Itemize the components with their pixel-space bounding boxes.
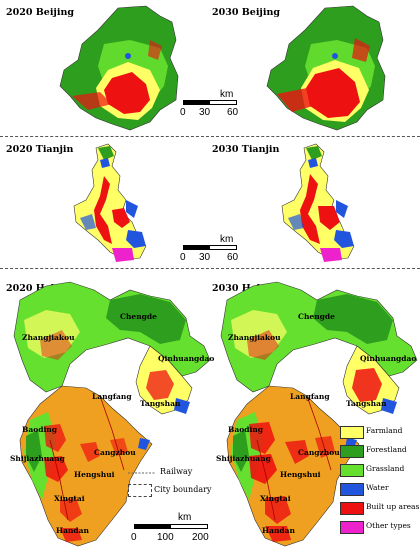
divider-beijing-tianjin — [0, 136, 420, 137]
city-label-shijiazhuang-2030: Shijiazhuang — [216, 454, 271, 463]
legend-label-water: Water — [366, 483, 389, 492]
hebei-scale-bar: km 0 100 200 — [130, 512, 220, 550]
hebei-scale-seg-2 — [170, 524, 208, 529]
panel-title-tianjin-2030: 2030 Tianjin — [212, 144, 280, 155]
legend: Farmland Forestland Grassland Water Buil… — [340, 424, 420, 544]
legend-swatch-other — [340, 521, 364, 534]
city-label-langfang-2030: Langfang — [290, 392, 330, 401]
city-label-langfang-2020: Langfang — [92, 392, 132, 401]
hebei-scale-tick-1: 100 — [157, 532, 174, 543]
legend-swatch-built-up — [340, 502, 364, 515]
tianjin-scale-tick-2: 60 — [227, 252, 239, 263]
beijing-scale-seg-1 — [183, 100, 209, 105]
city-label-baoding-2020: Baoding — [22, 425, 57, 434]
railway-key-label: Railway — [160, 467, 193, 476]
legend-label-other: Other types — [366, 521, 411, 530]
beijing-2030-map — [266, 5, 386, 131]
tianjin-2020-map — [73, 143, 147, 262]
city-label-chengde-2030: Chengde — [298, 312, 335, 321]
legend-swatch-farmland — [340, 426, 364, 439]
beijing-scale-tick-1: 30 — [199, 107, 211, 118]
tianjin-scale-seg-1 — [183, 245, 209, 250]
city-label-zhangjiakou-2030: Zhangjiakou — [228, 333, 281, 342]
beijing-scale-seg-2 — [209, 100, 237, 105]
tianjin-scale-bar: km 0 30 60 — [180, 234, 260, 269]
hebei-scale-unit: km — [178, 512, 192, 523]
beijing-scale-bar: km 0 30 60 — [180, 89, 260, 124]
panel-title-beijing-2030: 2030 Beijing — [212, 7, 281, 18]
panel-title-tianjin-2020: 2020 Tianjin — [6, 144, 74, 155]
legend-label-grassland: Grassland — [366, 464, 405, 473]
city-label-baoding-2030: Baoding — [228, 425, 263, 434]
city-label-hengshui-2030: Hengshui — [280, 470, 321, 479]
city-label-xingtai-2030: Xingtai — [260, 494, 291, 503]
beijing-scale-tick-2: 60 — [227, 107, 239, 118]
city-boundary-key-label: City boundary — [154, 485, 212, 494]
city-label-chengde-2020: Chengde — [120, 312, 157, 321]
city-label-handan-2030: Handan — [262, 526, 295, 535]
tianjin-scale-unit: km — [220, 234, 234, 245]
beijing-2020-map — [59, 5, 179, 131]
city-label-tangshan-2020: Tangshan — [140, 399, 181, 408]
city-label-tangshan-2030: Tangshan — [346, 399, 387, 408]
city-label-zhangjiakou-2020: Zhangjiakou — [22, 333, 75, 342]
city-label-cangzhou-2030: Cangzhou — [298, 448, 340, 457]
city-label-qinhuangdao-2030: Qinhuangdao — [360, 354, 417, 363]
panel-title-hebei-2020: 2020 Hebei — [6, 283, 68, 294]
tianjin-scale-seg-2 — [209, 245, 237, 250]
beijing-scale-tick-0: 0 — [180, 107, 186, 118]
city-label-xingtai-2020: Xingtai — [54, 494, 85, 503]
city-label-cangzhou-2020: Cangzhou — [94, 448, 136, 457]
city-label-hengshui-2020: Hengshui — [74, 470, 115, 479]
legend-label-farmland: Farmland — [366, 426, 403, 435]
tianjin-scale-tick-0: 0 — [180, 252, 186, 263]
hebei-scale-seg-1 — [134, 524, 170, 529]
city-label-shijiazhuang-2020: Shijiazhuang — [10, 454, 65, 463]
legend-label-forestland: Forestland — [366, 445, 407, 454]
legend-label-built-up: Built up areas — [366, 502, 420, 511]
railway-key-line — [128, 472, 156, 474]
legend-swatch-forestland — [340, 445, 364, 458]
hebei-scale-tick-0: 0 — [131, 532, 137, 543]
legend-swatch-water — [340, 483, 364, 496]
city-label-handan-2020: Handan — [56, 526, 89, 535]
panel-title-hebei-2030: 2030 Hebei — [212, 283, 274, 294]
panel-title-beijing-2020: 2020 Beijing — [6, 7, 75, 18]
legend-swatch-grassland — [340, 464, 364, 477]
tianjin-2030-map — [281, 143, 355, 262]
hebei-scale-tick-2: 200 — [192, 532, 209, 543]
tianjin-scale-tick-1: 30 — [199, 252, 211, 263]
city-label-qinhuangdao-2020: Qinhuangdao — [158, 354, 215, 363]
beijing-scale-unit: km — [220, 89, 234, 100]
divider-tianjin-hebei — [0, 268, 420, 269]
city-boundary-key-swatch — [128, 484, 152, 497]
